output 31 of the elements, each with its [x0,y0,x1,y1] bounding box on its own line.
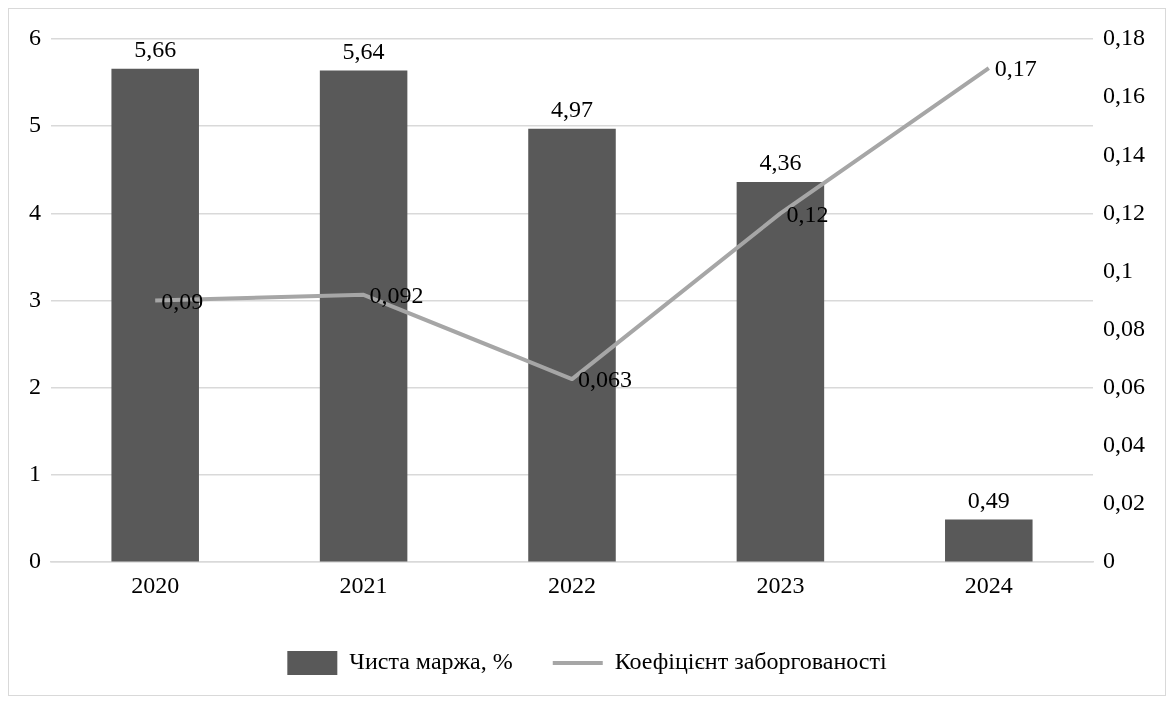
bar [945,519,1033,562]
y2-tick-label: 0,02 [1103,489,1145,516]
data-label: 5,64 [342,37,385,64]
x-tick-label: 2020 [131,571,180,598]
y2-tick-label: 0,04 [1103,431,1145,458]
y2-tick-label: 0,14 [1103,140,1145,167]
legend-label: Чиста маржа, % [349,648,513,675]
y-tick-label: 1 [29,460,41,487]
x-tick-label: 2023 [756,571,805,598]
y2-tick-label: 0,06 [1103,373,1145,400]
data-label: 0,17 [994,55,1037,82]
y-tick-label: 6 [29,24,41,51]
y2-tick-label: 0,18 [1103,24,1145,51]
y2-tick-label: 0,12 [1103,198,1145,225]
data-label: 5,66 [134,35,177,62]
y-tick-label: 2 [29,373,41,400]
y2-tick-label: 0,08 [1103,314,1145,341]
y2-tick-label: 0,1 [1103,256,1133,283]
y-tick-label: 0 [29,547,41,574]
x-tick-label: 2024 [964,571,1013,598]
x-tick-label: 2021 [339,571,388,598]
legend-label: Коефіцієнт заборгованості [614,648,888,675]
y2-tick-label: 0,16 [1103,82,1145,109]
y-tick-label: 3 [29,285,41,312]
x-tick-label: 2022 [548,571,596,598]
y-tick-label: 5 [29,111,41,138]
data-label: 0,49 [967,486,1010,513]
y-tick-label: 4 [29,198,41,225]
data-label: 4,36 [759,149,802,176]
data-label: 4,97 [551,96,593,123]
y2-tick-label: 0 [1103,547,1115,574]
